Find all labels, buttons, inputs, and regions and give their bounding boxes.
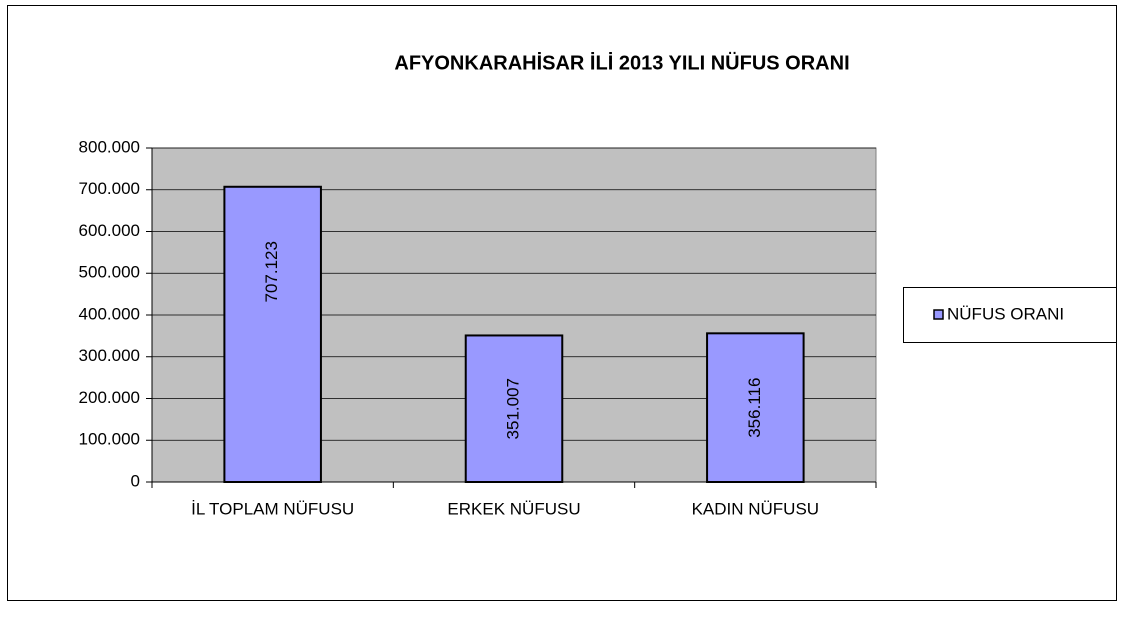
y-tick-label: 700.000 [79,179,140,198]
y-tick-label: 800.000 [79,137,140,156]
y-tick-label: 400.000 [79,304,140,323]
y-tick-label: 100.000 [79,430,140,449]
y-tick-label: 500.000 [79,263,140,282]
legend-swatch [933,309,944,320]
bar [706,332,805,483]
bar [223,185,322,483]
y-tick-label: 0 [131,471,140,490]
data-label: 356.116 [745,378,764,438]
data-label: 707.123 [262,241,281,302]
data-label: 351.007 [503,378,522,439]
y-tick-label: 600.000 [79,221,140,240]
chart-title: AFYONKARAHİSAR İLİ 2013 YILI NÜFUS ORANI [394,51,849,74]
y-tick-label: 200.000 [79,388,140,407]
x-tick-label: ERKEK NÜFUSU [447,499,580,518]
legend-label: NÜFUS ORANI [947,304,1064,323]
bar [464,334,564,484]
x-tick-label: KADIN NÜFUSU [692,499,820,518]
x-tick-label: İL TOPLAM NÜFUSU [191,499,354,518]
y-tick-label: 300.000 [79,346,140,365]
